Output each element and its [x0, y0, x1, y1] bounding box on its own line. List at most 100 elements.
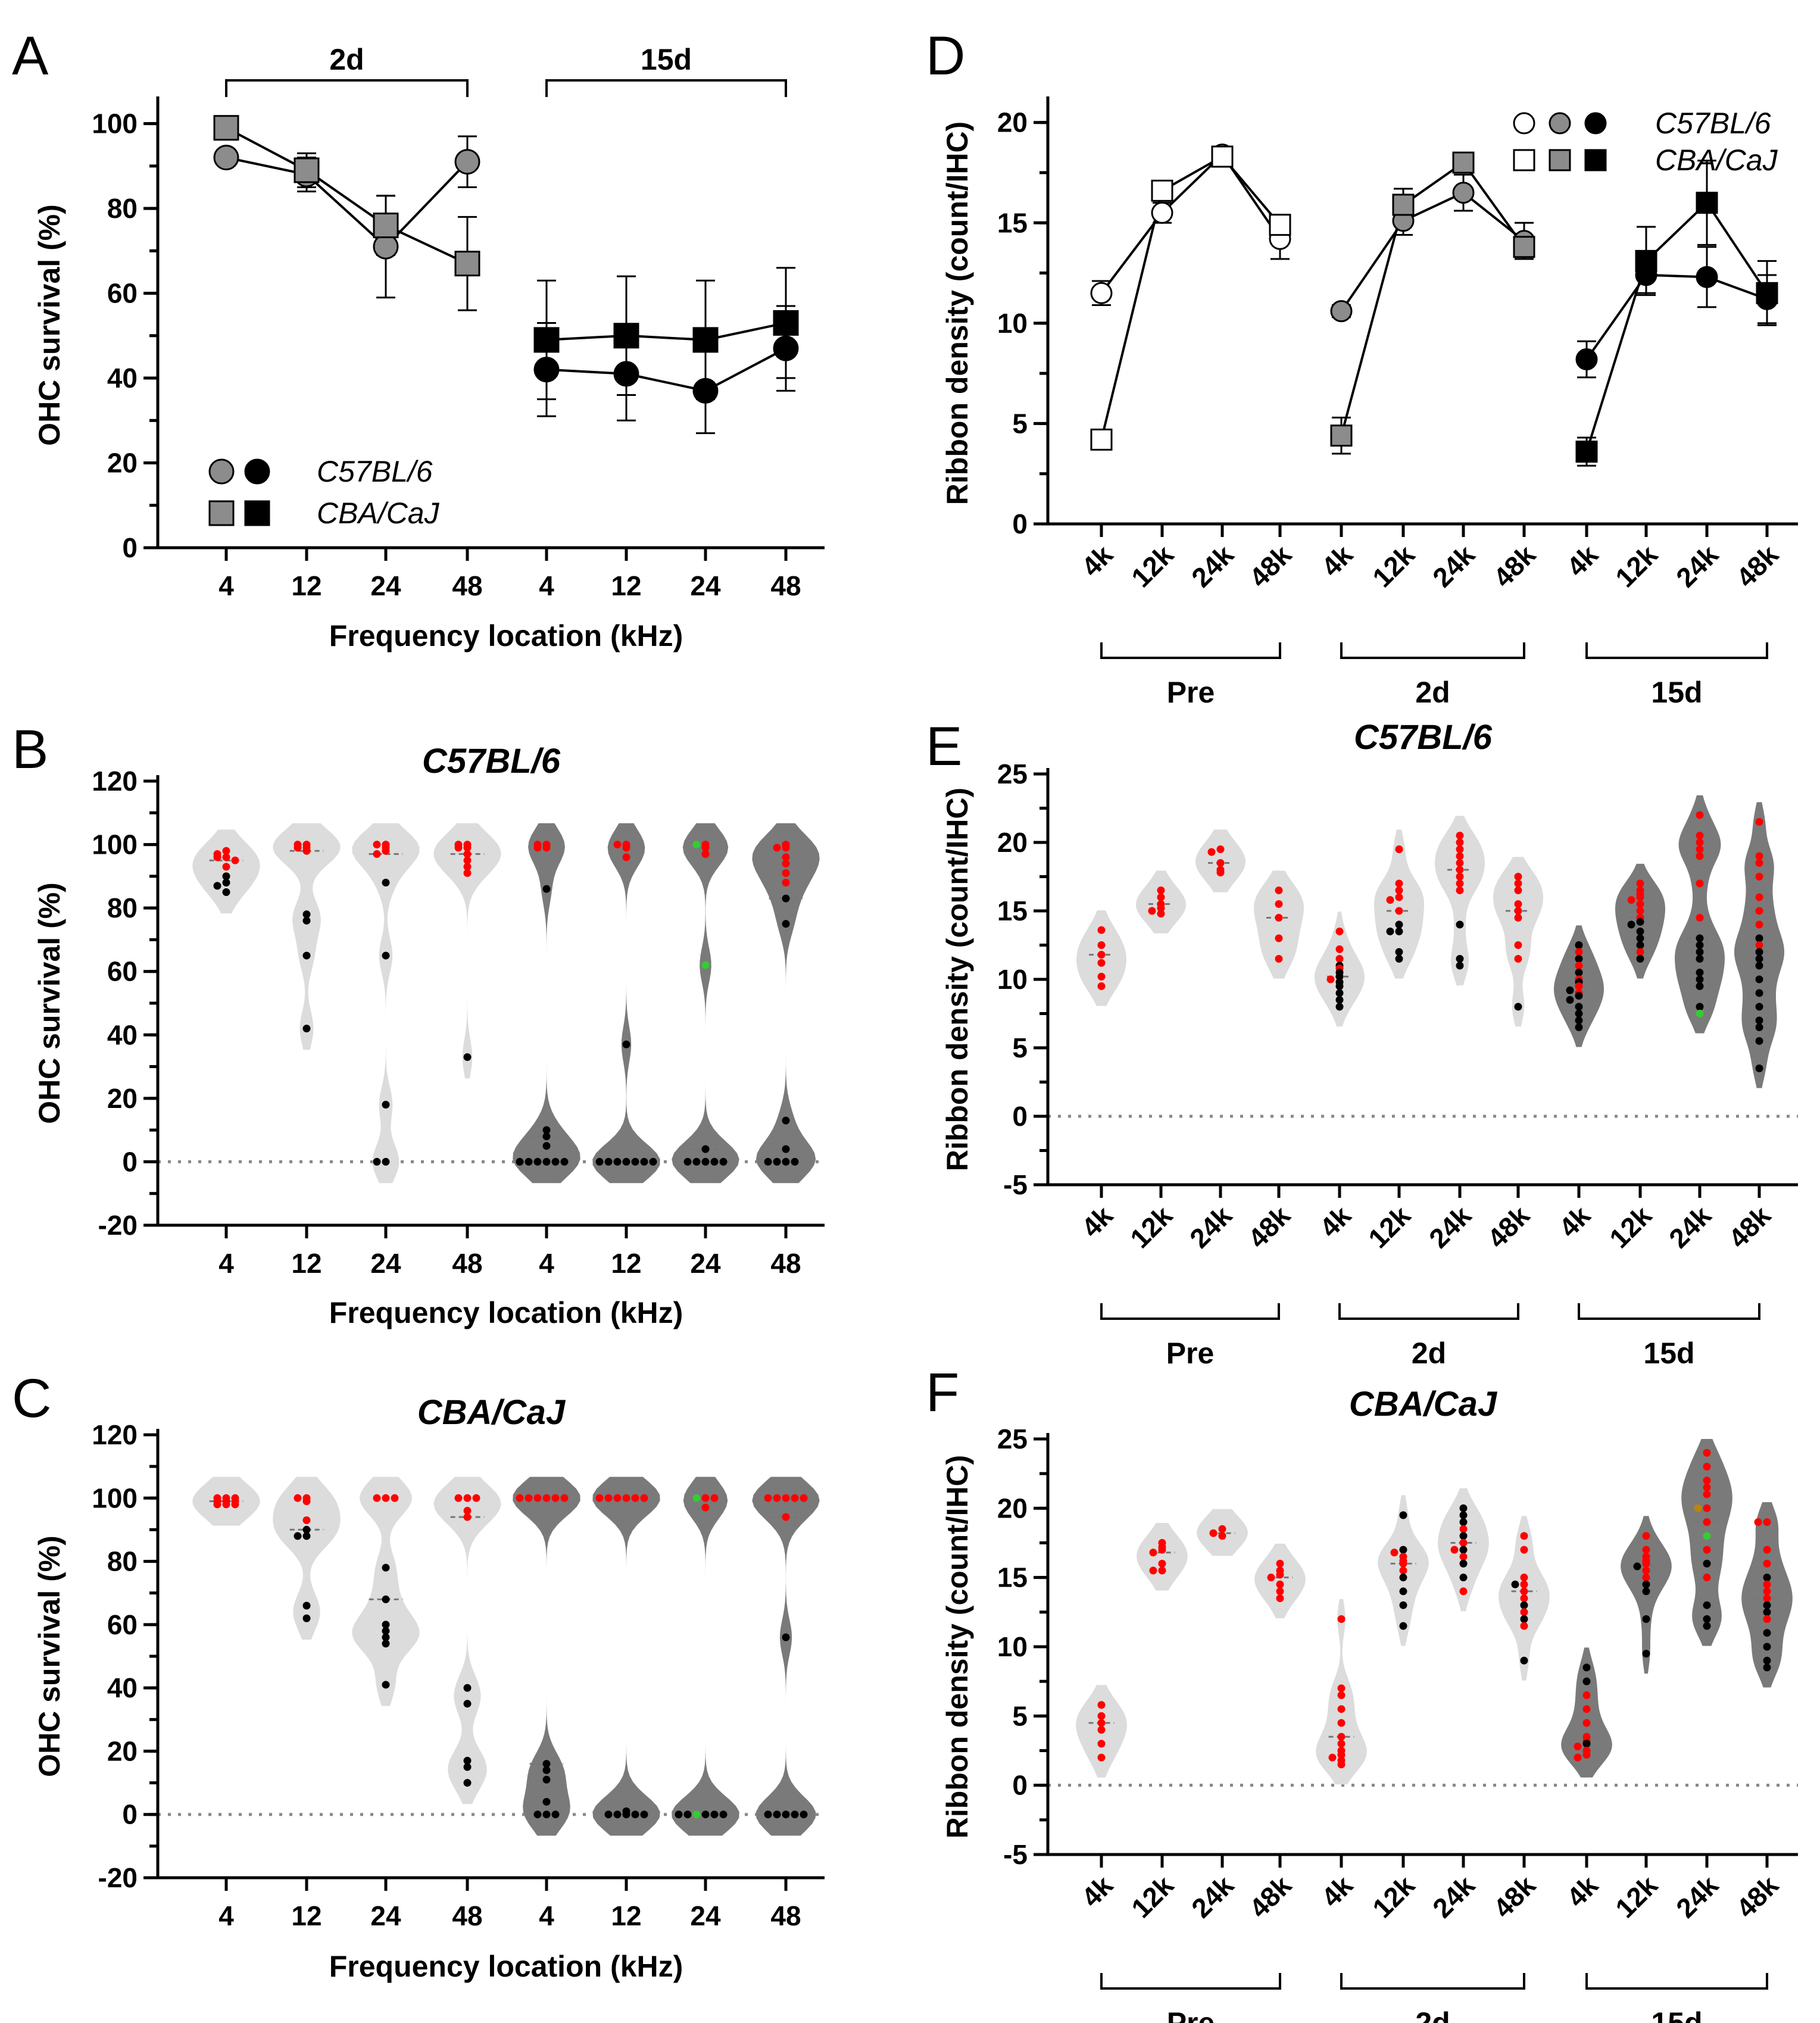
- data-point: [1514, 879, 1522, 888]
- data-point: [213, 115, 239, 141]
- data-point: [1456, 879, 1464, 888]
- y-axis-title: OHC survival (%): [33, 204, 66, 446]
- data-point: [222, 853, 230, 861]
- data-point: [701, 1494, 710, 1502]
- data-point: [1158, 1566, 1166, 1575]
- data-point: [542, 1766, 551, 1774]
- data-point: [622, 1494, 630, 1502]
- data-point: [542, 1132, 551, 1141]
- data-point: [1148, 907, 1156, 915]
- data-point: [1575, 955, 1583, 963]
- data-point: [1755, 852, 1763, 860]
- series-line: [226, 156, 469, 248]
- data-point: [1575, 948, 1583, 956]
- x-tick-label: 48: [770, 1248, 801, 1279]
- data-point: [1275, 955, 1283, 963]
- violin-3: [352, 1476, 420, 1706]
- data-point: [463, 863, 472, 871]
- violin-8: [752, 823, 820, 1184]
- data-point: [710, 1810, 719, 1819]
- data-point: [463, 1494, 472, 1502]
- data-point: [231, 1500, 239, 1509]
- data-point: [1574, 1753, 1582, 1762]
- data-point: [463, 1513, 472, 1521]
- data-point: [613, 323, 639, 349]
- data-point: [1337, 1684, 1346, 1693]
- data-point: [1755, 1016, 1763, 1025]
- data-point: [1703, 1622, 1711, 1630]
- data-point: [533, 357, 560, 383]
- y-tick-label: 20: [997, 827, 1028, 858]
- data-point: [1636, 928, 1644, 935]
- panel-letter: E: [926, 716, 962, 777]
- violin-11: [1681, 1439, 1732, 1646]
- group-bracket: [1578, 1303, 1760, 1320]
- data-point: [1582, 1705, 1591, 1713]
- x-tick-label: 24k: [1663, 1200, 1717, 1254]
- data-point: [764, 1494, 772, 1502]
- panel-letter: D: [926, 26, 965, 86]
- group-bracket: [1340, 642, 1525, 659]
- data-point: [1097, 1753, 1106, 1762]
- data-point: [1275, 914, 1283, 922]
- panel-letter: C: [12, 1368, 51, 1429]
- data-point: [1582, 1719, 1591, 1727]
- series-line: [546, 347, 786, 392]
- data-point: [1575, 1016, 1583, 1025]
- violin-1: [192, 829, 260, 914]
- panel-title: C57BL/6: [422, 742, 561, 781]
- data-point: [560, 1494, 569, 1502]
- data-point: [622, 853, 630, 861]
- data-point: [1276, 1571, 1284, 1579]
- y-tick-label: 10: [997, 1631, 1028, 1662]
- data-point: [542, 1797, 551, 1806]
- data-point: [800, 1494, 808, 1502]
- data-point: [213, 853, 221, 861]
- data-point: [1763, 1601, 1771, 1609]
- data-point: [1335, 972, 1344, 981]
- data-point: [213, 145, 239, 171]
- x-tick-label: 4k: [1560, 1869, 1604, 1913]
- data-point: [382, 1494, 390, 1502]
- data-point: [1330, 424, 1353, 447]
- x-tick-label: 4k: [1315, 1869, 1359, 1913]
- data-point: [1703, 1546, 1711, 1554]
- data-point: [542, 1494, 551, 1502]
- y-tick-label: 5: [1012, 1700, 1028, 1731]
- data-point: [1763, 1574, 1771, 1582]
- data-point: [1520, 1580, 1528, 1588]
- data-point: [1703, 1476, 1711, 1485]
- y-axis-title: Ribbon density (count/IHC): [941, 1455, 974, 1838]
- data-point: [302, 910, 311, 919]
- data-point: [1696, 838, 1704, 847]
- data-point: [640, 1810, 648, 1819]
- panel-F: -5 0 5 10 15 20 25 Ribbon density (count/IHC) F C…: [926, 1362, 1798, 2023]
- data-point: [1395, 920, 1403, 929]
- series-line: [1100, 155, 1281, 440]
- group-label: Pre: [1166, 1337, 1215, 1370]
- data-point: [1636, 900, 1644, 908]
- data-point: [1207, 848, 1216, 856]
- x-tick-label: 12k: [1362, 1200, 1416, 1254]
- legend-label: CBA/CaJ: [317, 497, 440, 530]
- data-point: [373, 1157, 381, 1166]
- x-tick-label: 48k: [1243, 539, 1297, 593]
- data-point: [222, 1500, 230, 1509]
- data-point: [560, 1157, 569, 1166]
- data-point: [542, 1142, 551, 1150]
- data-point: [1575, 1003, 1583, 1011]
- data-point: [1335, 982, 1344, 990]
- data-point: [373, 841, 381, 849]
- data-point: [302, 1025, 311, 1033]
- x-tick-label: 24: [690, 570, 721, 601]
- data-point: [1514, 873, 1522, 881]
- data-point: [1209, 1529, 1218, 1537]
- violin-7: [672, 823, 739, 1184]
- data-point: [1575, 982, 1583, 990]
- data-point: [382, 1681, 390, 1689]
- data-point: [1386, 928, 1394, 935]
- data-point: [1513, 236, 1535, 258]
- data-point: [1151, 201, 1173, 224]
- data-point: [1459, 1539, 1468, 1547]
- data-point: [1763, 1643, 1771, 1651]
